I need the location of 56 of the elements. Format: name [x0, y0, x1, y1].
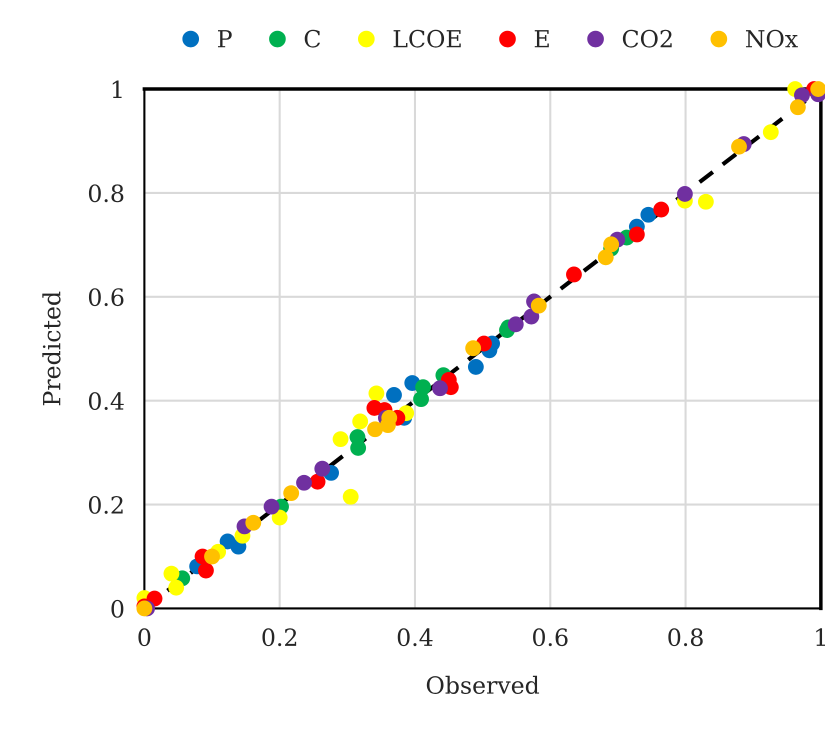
- y-tick-label: 0.8: [88, 184, 124, 202]
- x-tick-label: 0: [138, 628, 150, 646]
- legend-label: LCOE: [394, 30, 461, 48]
- point: [640, 206, 656, 223]
- point: [810, 81, 825, 97]
- point: [628, 226, 645, 242]
- point: [342, 488, 359, 505]
- point: [566, 266, 582, 282]
- y-tick-label: 0.2: [88, 496, 123, 514]
- point: [432, 380, 448, 396]
- point: [272, 510, 288, 526]
- y-tick-label: 0.6: [88, 288, 124, 306]
- point: [386, 387, 402, 403]
- legend-label: P: [218, 30, 232, 48]
- point: [508, 316, 524, 332]
- point: [164, 566, 180, 582]
- point: [198, 562, 214, 578]
- legend-label: E: [534, 30, 549, 48]
- legend-label: CO2: [622, 30, 672, 48]
- y-tick-label: 1: [112, 80, 122, 98]
- x-axis-title: Observed: [426, 676, 540, 694]
- point: [603, 236, 620, 252]
- point: [731, 138, 747, 155]
- point: [332, 431, 348, 448]
- point: [245, 514, 262, 531]
- point: [350, 440, 366, 456]
- point: [314, 460, 330, 477]
- point: [283, 485, 300, 502]
- y-tick-label: 0: [111, 600, 124, 618]
- legend-label: NOx: [746, 30, 798, 48]
- point: [367, 421, 383, 438]
- point: [598, 249, 614, 266]
- point: [264, 498, 280, 515]
- x-tick-label: 0.8: [668, 628, 703, 646]
- point: [530, 298, 547, 314]
- point: [762, 124, 779, 140]
- y-tick-label: 0.4: [88, 392, 124, 410]
- y-axis-title: Predicted: [42, 292, 61, 406]
- point: [698, 194, 714, 210]
- point: [676, 186, 693, 202]
- x-tick-label: 1: [816, 628, 825, 646]
- point: [204, 548, 220, 564]
- x-tick-label: 0.6: [533, 628, 568, 646]
- x-tick-label: 0.4: [398, 628, 433, 646]
- point: [296, 474, 312, 491]
- point: [468, 359, 484, 375]
- point: [465, 340, 482, 356]
- point: [523, 308, 540, 324]
- legend-label: C: [304, 30, 320, 48]
- point: [368, 385, 384, 402]
- point: [352, 414, 368, 430]
- point: [168, 580, 184, 596]
- x-tick-label: 0.2: [262, 628, 296, 646]
- point: [413, 391, 429, 408]
- point: [653, 202, 670, 218]
- point: [790, 99, 806, 116]
